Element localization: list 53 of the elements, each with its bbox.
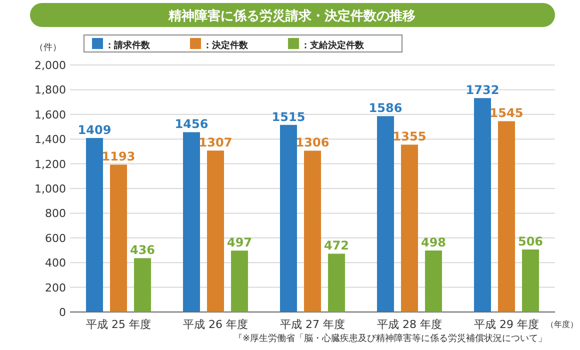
y-tick-label: 0 [59, 306, 66, 319]
bar [401, 144, 418, 312]
data-label: 1515 [272, 110, 306, 124]
data-label: 1586 [368, 101, 402, 116]
x-tick-label: 平成 27 年度 [280, 318, 345, 331]
data-label: 1306 [296, 136, 330, 150]
bar [134, 258, 151, 312]
data-label: 1355 [392, 130, 426, 144]
bar [280, 124, 297, 312]
y-tick-label: 2,000 [34, 59, 66, 72]
bar [110, 164, 127, 312]
x-tick-label: 平成 29 年度 [474, 318, 539, 331]
bar [183, 132, 200, 312]
chart-title: 精神障害に係る労災請求・決定件数の推移 [168, 8, 416, 24]
bar [498, 121, 515, 312]
x-tick-label: 平成 25 年度 [86, 318, 151, 331]
x-axis-title: （年度） [546, 320, 578, 329]
data-label: 1409 [78, 122, 112, 137]
data-label: 436 [130, 243, 156, 258]
legend-label: ：請求件数 [105, 40, 151, 51]
y-tick-label: 600 [45, 232, 66, 245]
y-tick-label: 1,200 [34, 158, 66, 171]
bar [86, 138, 103, 312]
bar [377, 116, 394, 312]
bar [207, 150, 224, 312]
data-label: 472 [324, 238, 350, 253]
data-label: 506 [518, 234, 544, 249]
x-tick-label: 平成 28 年度 [377, 318, 442, 331]
y-tick-label: 1,000 [34, 182, 66, 196]
y-tick-label: 1,600 [34, 108, 66, 122]
x-tick-label: 平成 26 年度 [183, 318, 248, 331]
data-label: 497 [226, 236, 252, 250]
data-label: 1545 [490, 106, 524, 120]
y-tick-label: 200 [45, 281, 66, 294]
bar [425, 250, 442, 312]
y-tick-label: 400 [45, 256, 66, 270]
data-label: 1456 [174, 117, 208, 132]
text: 『※厚生労働省「脳・心臓疾患及び精神障害等に係る労災補償状況について」 [233, 333, 547, 344]
bar [304, 150, 321, 312]
data-label: 498 [420, 235, 446, 250]
y-axis-title: （件） [34, 42, 62, 53]
y-tick-label: 1,400 [34, 133, 66, 146]
bar [231, 250, 248, 312]
data-label: 1732 [466, 83, 500, 98]
bar [522, 250, 539, 312]
bar [474, 98, 491, 312]
y-tick-label: 1,800 [34, 84, 66, 97]
data-label: 1307 [198, 136, 232, 150]
y-tick-label: 800 [45, 207, 66, 220]
legend-label: ：決定件数 [203, 40, 249, 51]
legend-label: ：支給決定件数 [301, 40, 365, 51]
data-label: 1193 [102, 150, 136, 164]
bar [328, 254, 345, 312]
